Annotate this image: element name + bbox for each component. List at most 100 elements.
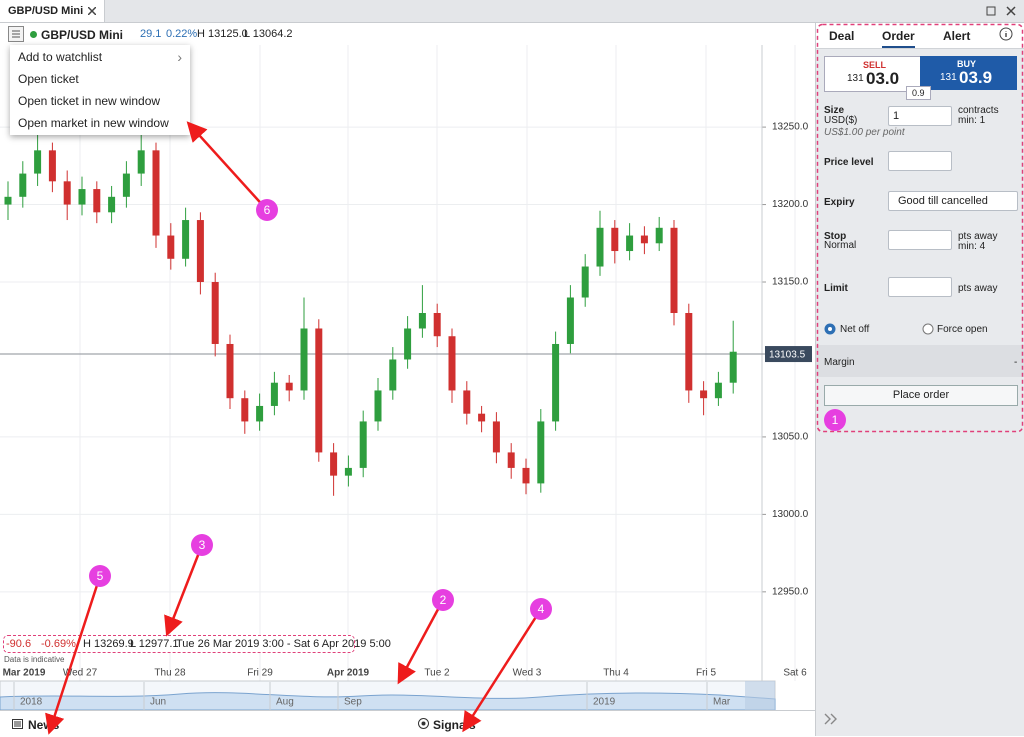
margin-row: Margin - — [816, 345, 1024, 377]
navigator-label: Mar — [713, 697, 731, 708]
change-pct: 0.22% — [166, 28, 198, 40]
signals-button[interactable]: Signals — [433, 718, 476, 732]
limit-input[interactable] — [888, 277, 952, 297]
context-menu: Add to watchlist › Open ticket Open ticket … — [10, 45, 190, 135]
signals-icon — [418, 718, 429, 729]
candle-body — [4, 196, 12, 205]
candle-body — [463, 390, 471, 414]
expiry-select[interactable]: Good till cancelled — [888, 191, 1018, 211]
candle-body — [433, 312, 441, 337]
x-tick-label: Fri 5 — [696, 668, 716, 679]
candle-body — [507, 452, 515, 468]
y-tick-label: 13000.0 — [772, 509, 809, 520]
candle-body — [626, 235, 634, 252]
ticket-tabs: Deal Order Alert — [816, 23, 1024, 49]
bottom-bar: News Signals — [0, 710, 815, 737]
close-icon[interactable] — [88, 7, 96, 15]
candle-body — [34, 150, 42, 174]
buy-price: 03.9 — [959, 68, 993, 87]
info-change-pct: -0.69% — [41, 638, 76, 650]
candle-body — [700, 390, 708, 399]
candle-body — [685, 312, 693, 391]
tab-title: GBP/USD Mini — [8, 5, 84, 17]
candle-body — [211, 282, 219, 344]
candle-body — [226, 343, 234, 399]
candle-body — [315, 328, 323, 453]
expiry-label: Expiry — [824, 197, 855, 208]
menu-item[interactable]: Open ticket — [18, 72, 79, 86]
candle-body — [330, 452, 338, 476]
x-tick-label: Fri 29 — [247, 668, 273, 679]
candle-body — [108, 196, 116, 213]
candle-body — [359, 421, 367, 468]
x-tick-label: Wed 3 — [513, 668, 542, 679]
candle-body — [78, 189, 86, 205]
tab-deal[interactable]: Deal — [829, 29, 855, 43]
size-input[interactable]: 1 — [888, 106, 952, 126]
candle-body — [93, 189, 101, 213]
collapse-icon[interactable] — [824, 713, 838, 725]
chart: Mar 2019 Wed 27 Thu 28 Fri 29 Apr 2019 Tue 2 W… — [0, 45, 812, 711]
radio-force-open[interactable] — [922, 323, 934, 335]
navigator-label: 2019 — [593, 697, 616, 708]
sell-price: 03.0 — [866, 69, 900, 88]
candle-body — [478, 413, 486, 422]
limit-unit: pts away — [958, 283, 998, 294]
candle-body — [256, 405, 264, 422]
menu-item[interactable]: Open ticket in new window — [18, 94, 161, 108]
candle-body — [300, 328, 308, 391]
deal-ticket: Deal Order Alert SELL 131 03.0 BUY 131 0… — [815, 23, 1024, 736]
info-high: H 13269.9 — [83, 638, 134, 650]
tab-order[interactable]: Order — [882, 29, 915, 48]
candle-body — [285, 382, 293, 391]
candle-body — [537, 421, 545, 484]
candle-body — [729, 351, 737, 383]
candle-body — [670, 227, 678, 313]
candle-body — [63, 181, 71, 205]
stop-type[interactable]: Normal — [824, 240, 857, 251]
candle-body — [448, 336, 456, 391]
tab-alert[interactable]: Alert — [943, 29, 971, 43]
current-price-label: 13103.5 — [769, 350, 806, 361]
tab-bar: GBP/USD Mini — [0, 0, 1024, 23]
news-button[interactable]: News — [28, 718, 60, 732]
window-icons[interactable] — [986, 6, 1016, 16]
navigator-area — [0, 692, 776, 711]
low: L 13064.2 — [244, 28, 293, 40]
navigator-label: Jun — [150, 697, 166, 708]
price-level-input[interactable] — [888, 151, 952, 171]
y-tick-label: 13150.0 — [772, 277, 809, 288]
stop-min: min: 4 — [958, 241, 986, 252]
y-tick-label: 13200.0 — [772, 199, 809, 210]
place-order-button[interactable]: Place order — [824, 385, 1018, 406]
radio-net-off[interactable] — [824, 323, 836, 335]
candle-body — [522, 467, 530, 484]
info-icon[interactable] — [999, 27, 1013, 41]
candle-body — [418, 312, 426, 329]
x-tick-label: Sat 6 — [783, 668, 807, 679]
candle-body — [344, 467, 352, 476]
candle-body — [611, 227, 619, 252]
info-change: -90.6 — [6, 638, 32, 650]
per-point: US$1.00 per point — [824, 127, 905, 138]
candle-body — [137, 150, 145, 174]
navigator-label: 2018 — [20, 697, 43, 708]
candle-body — [714, 382, 722, 399]
size-min: min: 1 — [958, 115, 986, 126]
x-tick-label: Apr 2019 — [327, 668, 370, 679]
menu-button[interactable] — [8, 26, 24, 42]
market-name[interactable]: GBP/USD Mini — [41, 28, 124, 42]
info-range: Tue 26 Mar 2019 3:00 - Sat 6 Apr 2019 5:… — [176, 638, 391, 650]
x-tick-label: Tue 2 — [424, 668, 450, 679]
x-tick-label: Mar 2019 — [3, 668, 46, 679]
candle-body — [566, 297, 574, 344]
candle-body — [552, 343, 560, 422]
y-tick-label: 12950.0 — [772, 586, 809, 597]
menu-item[interactable]: Open market in new window — [18, 116, 169, 130]
candle-body — [596, 227, 604, 267]
menu-item[interactable]: Add to watchlist › — [10, 46, 190, 68]
buy-button[interactable]: BUY 131 03.9 — [920, 56, 1017, 90]
tab[interactable]: GBP/USD Mini — [0, 0, 105, 22]
stop-input[interactable] — [888, 230, 952, 250]
